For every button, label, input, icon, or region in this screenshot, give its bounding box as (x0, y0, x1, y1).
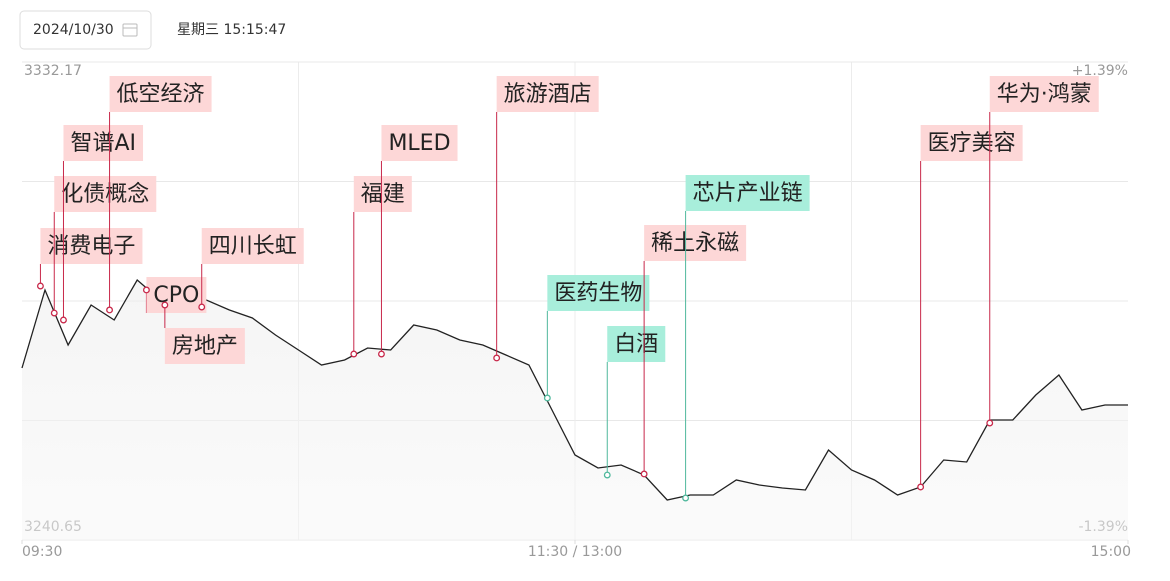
calendar-icon (122, 23, 138, 37)
annotation-box (146, 277, 207, 313)
annotation-box (40, 228, 143, 264)
annotation-marker (36, 282, 44, 290)
annotation-marker (350, 350, 358, 358)
x-tick-label: 11:30 / 13:00 (528, 544, 622, 560)
annotation-label: 稀土永磁 (651, 231, 739, 256)
date-picker[interactable] (19, 10, 152, 50)
y2-tick-label: +1.39% (1072, 63, 1128, 79)
annotation-box (685, 175, 810, 211)
annotation-marker (493, 354, 501, 362)
annotation-box (201, 228, 304, 264)
annotation-marker (142, 286, 150, 294)
annotation-box (353, 176, 412, 212)
annotation-label: 四川长虹 (209, 234, 297, 259)
annotation-label: CPO (153, 283, 199, 308)
annotation-label: 白酒 (614, 332, 658, 357)
annotation-label: 华为·鸿蒙 (997, 82, 1092, 107)
annotation-box (607, 326, 666, 362)
annotation-label: 消费电子 (47, 234, 135, 259)
annotation-marker (60, 316, 67, 324)
annotation-label: 房地产 (172, 334, 238, 359)
annotation-marker (640, 470, 648, 478)
annotation-label: 福建 (361, 182, 405, 207)
annotation-label: 化债概念 (61, 182, 149, 207)
annotation-marker (917, 483, 925, 491)
annotation-box (989, 76, 1099, 112)
annotation-marker (986, 419, 994, 427)
area-fill (22, 280, 1128, 540)
annotation-label: 医药生物 (554, 281, 642, 306)
annotation-box (920, 125, 1023, 161)
annotation-box (54, 176, 157, 212)
annotation-marker (161, 301, 169, 309)
x-tick-label: 09:30 (22, 544, 62, 560)
annotation-label: 旅游酒店 (504, 82, 592, 107)
annotation-label: MLED (388, 131, 450, 156)
annotation-box (381, 125, 458, 161)
annotation-marker (106, 306, 114, 314)
clock: 星期三 15:15:47 (177, 22, 286, 38)
annotation-marker (378, 350, 385, 358)
annotation-marker (682, 494, 690, 502)
y-tick-label: 3332.17 (24, 63, 82, 79)
annotation-marker (543, 394, 551, 402)
date: 2024/10/30 (33, 22, 114, 38)
annotation-box (63, 125, 144, 161)
annotation-box (496, 76, 599, 112)
x-tick-label: 15:00 (1091, 544, 1131, 560)
annotation-box (109, 76, 212, 112)
annotation-box (164, 328, 245, 364)
annotation-box (547, 275, 650, 311)
annotation-marker (50, 309, 58, 317)
annotation-label: 医疗美容 (928, 131, 1016, 156)
annotation-label: 智谱AI (70, 131, 136, 156)
annotation-marker (603, 471, 611, 479)
annotation-label: 芯片产业链 (693, 181, 803, 206)
annotation-box (644, 225, 747, 261)
annotation-marker (198, 303, 206, 311)
annotation-label: 低空经济 (117, 82, 205, 107)
